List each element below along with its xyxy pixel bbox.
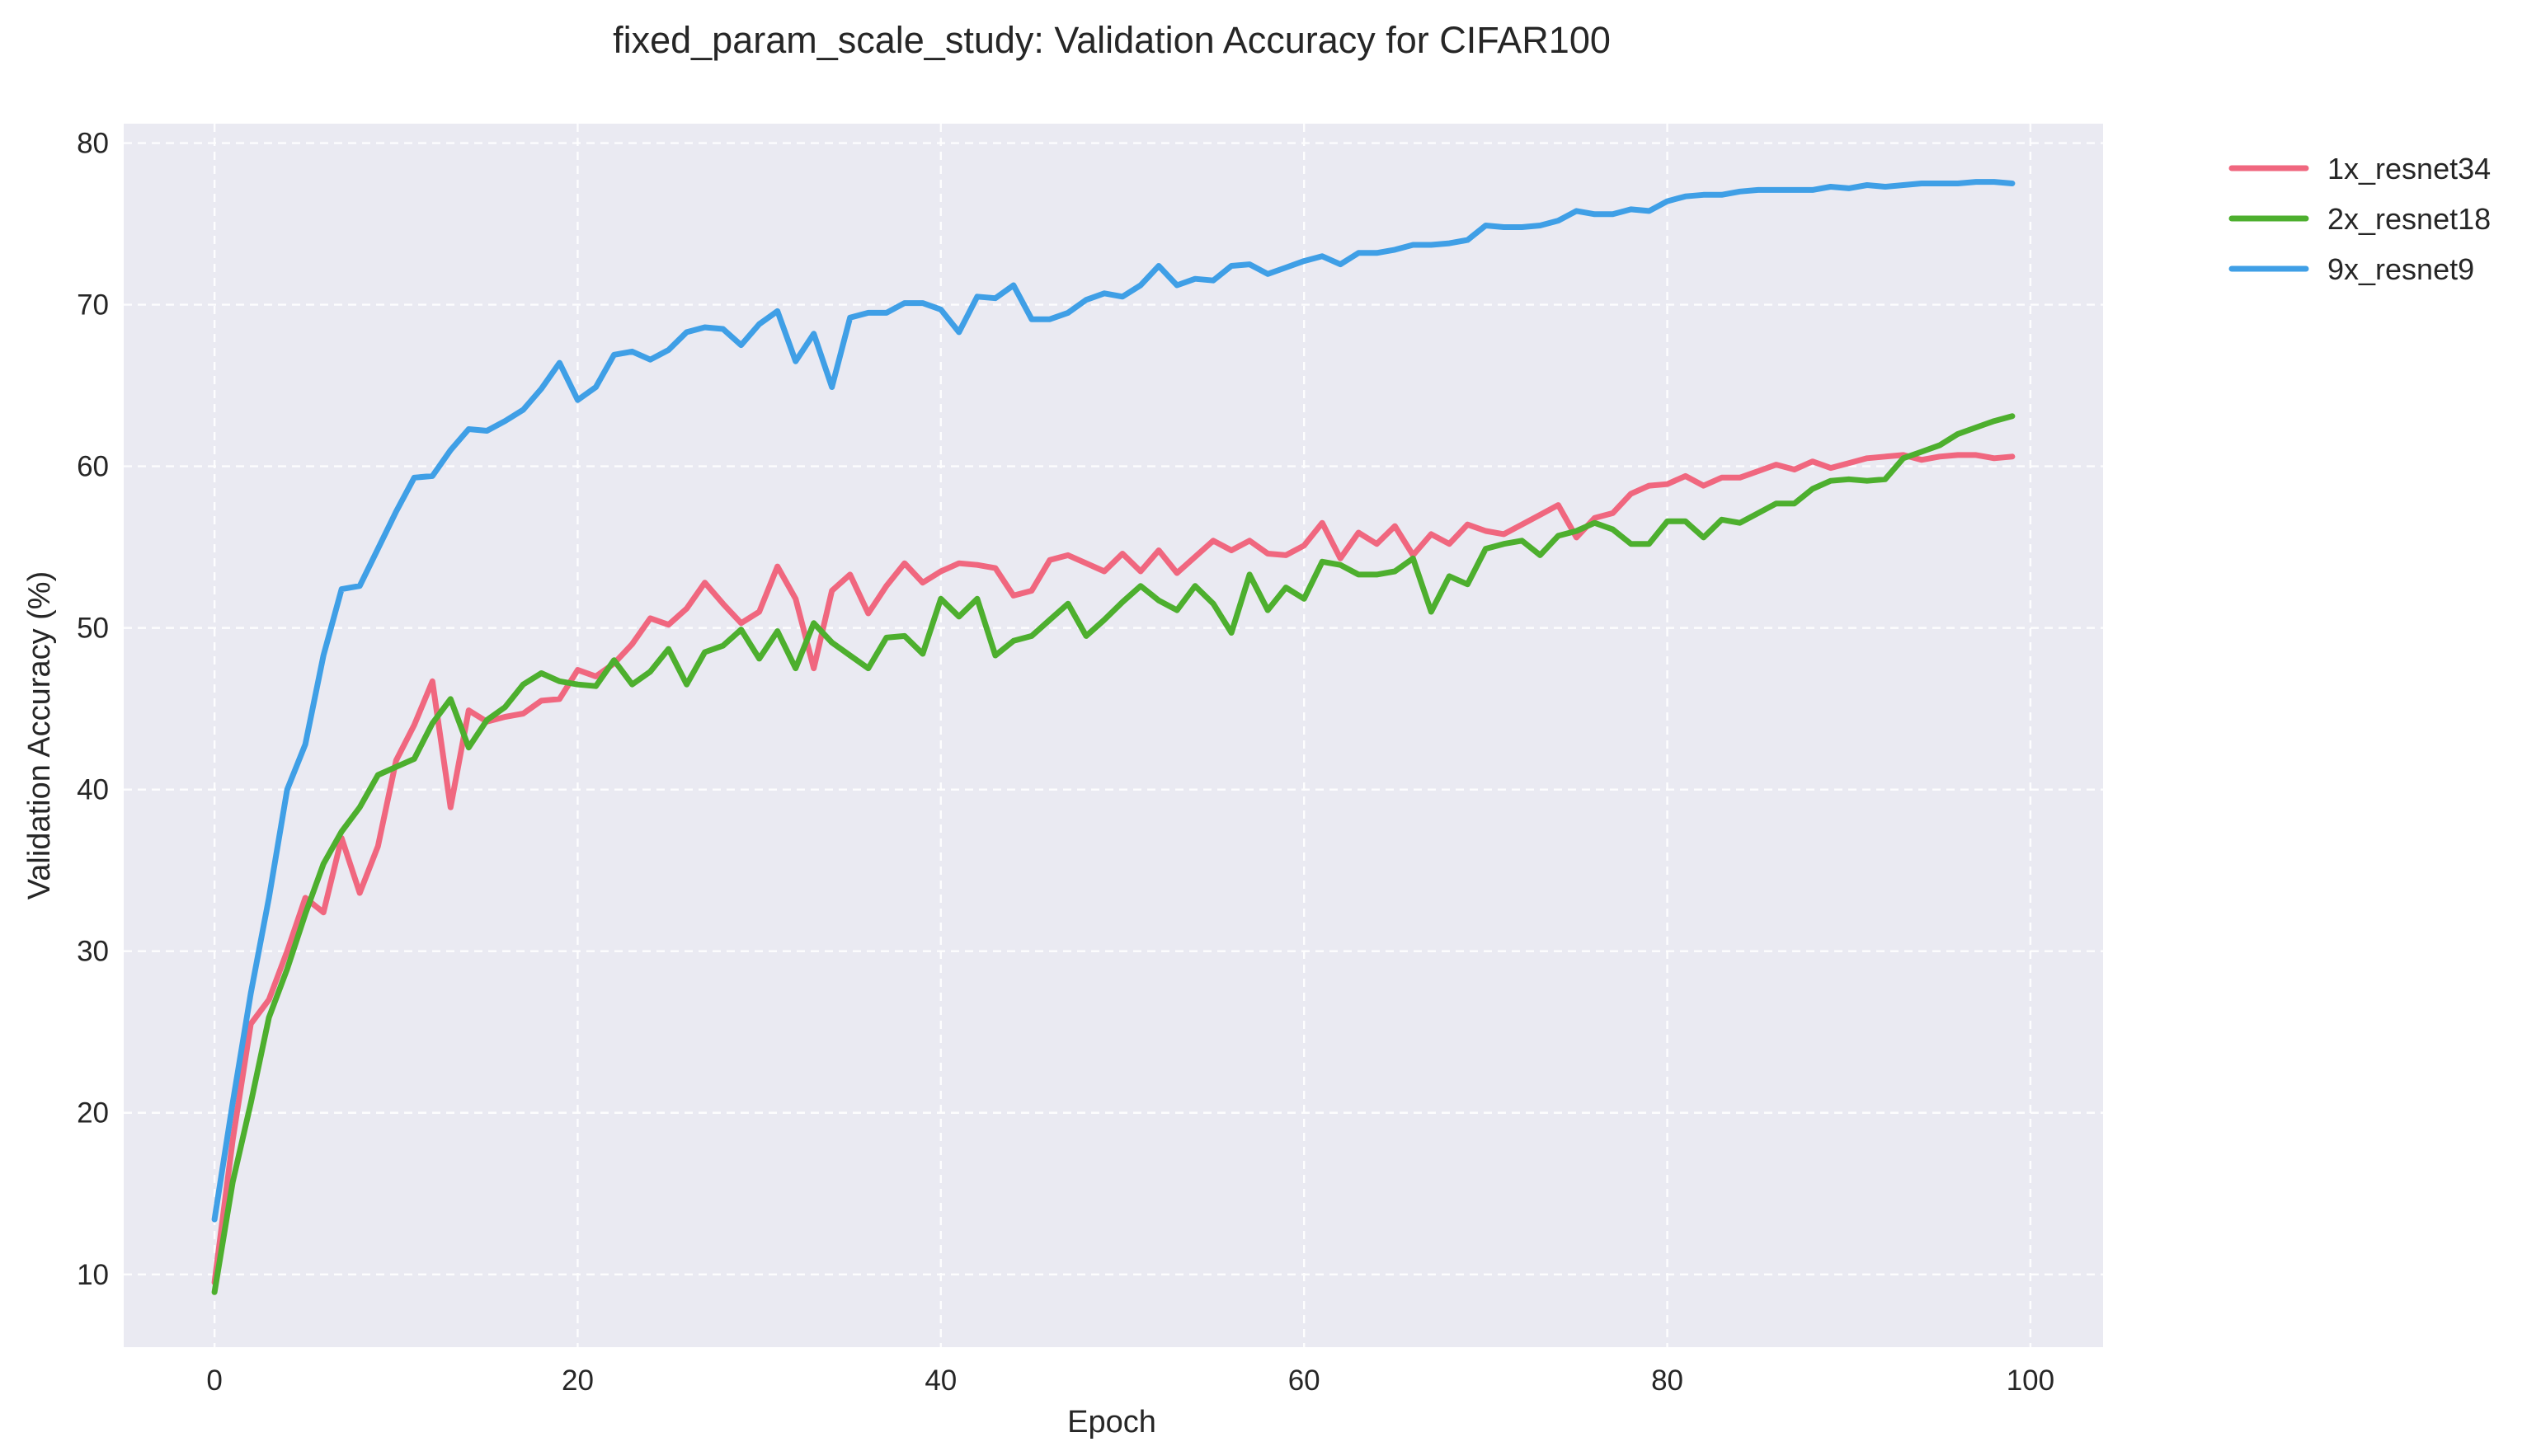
x-tick-label: 80 (1651, 1364, 1683, 1397)
x-tick-label: 40 (925, 1364, 957, 1397)
y-tick-label: 20 (77, 1097, 109, 1130)
grid (124, 124, 2103, 1347)
plot-area (124, 124, 2103, 1347)
y-tick-label: 10 (77, 1259, 109, 1291)
y-tick-label: 30 (77, 936, 109, 968)
legend-label: 9x_resnet9 (2327, 252, 2474, 286)
y-tick-label: 70 (77, 289, 109, 322)
legend-label: 1x_resnet34 (2327, 152, 2491, 186)
x-tick-label: 0 (206, 1364, 222, 1397)
x-axis-title: Epoch (1067, 1405, 1156, 1440)
x-tick-label: 20 (562, 1364, 594, 1397)
y-tick-label: 50 (77, 613, 109, 645)
y-tick-label: 40 (77, 774, 109, 806)
chart-title: fixed_param_scale_study: Validation Accu… (613, 19, 1611, 61)
series-line-9x_resnet9 (211, 179, 2016, 1223)
y-axis-title: Validation Accuracy (%) (22, 571, 57, 899)
x-tick-label: 60 (1288, 1364, 1320, 1397)
y-axis-ticks: 10 20 30 40 50 60 70 80 (77, 128, 109, 1291)
y-tick-label: 60 (77, 451, 109, 483)
legend-label: 2x_resnet18 (2327, 202, 2491, 236)
series-lines (211, 179, 2016, 1295)
x-axis-ticks: 0 20 40 60 80 100 (206, 1364, 2054, 1397)
y-tick-label: 80 (77, 128, 109, 160)
series-line-1x_resnet34 (211, 452, 2016, 1286)
legend: 1x_resnet34 2x_resnet18 9x_resnet9 (2228, 152, 2491, 286)
series-line-2x_resnet18 (211, 413, 2016, 1295)
x-tick-label: 100 (2007, 1364, 2054, 1397)
